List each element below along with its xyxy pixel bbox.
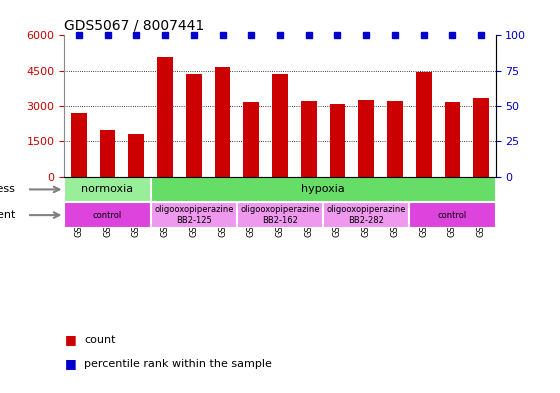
Bar [64, 176, 151, 202]
Text: percentile rank within the sample: percentile rank within the sample [84, 358, 272, 369]
Bar [186, 74, 202, 176]
Bar [100, 130, 115, 176]
Bar [445, 103, 460, 176]
Text: hypoxia: hypoxia [301, 184, 345, 195]
Bar [301, 101, 316, 176]
Bar [214, 67, 230, 176]
Text: ■: ■ [64, 357, 76, 370]
Text: stress: stress [0, 184, 16, 195]
Text: control: control [93, 211, 122, 220]
Text: oligooxopiperazine
BB2-125: oligooxopiperazine BB2-125 [154, 206, 234, 225]
Bar [64, 202, 151, 228]
Text: count: count [84, 335, 115, 345]
Bar [323, 202, 409, 228]
Bar [157, 57, 173, 176]
Bar [330, 104, 346, 176]
Bar [151, 176, 496, 202]
Text: control: control [438, 211, 467, 220]
Bar [71, 113, 87, 176]
Bar [387, 101, 403, 176]
Text: oligooxopiperazine
BB2-162: oligooxopiperazine BB2-162 [240, 206, 320, 225]
Bar [409, 202, 496, 228]
Bar [473, 98, 489, 176]
Bar [237, 202, 323, 228]
Text: ■: ■ [64, 333, 76, 347]
Text: normoxia: normoxia [81, 184, 134, 195]
Bar [151, 202, 237, 228]
Bar [272, 74, 288, 176]
Bar [416, 72, 432, 176]
Bar [128, 134, 144, 176]
Text: agent: agent [0, 210, 16, 220]
Bar [244, 103, 259, 176]
Text: GDS5067 / 8007441: GDS5067 / 8007441 [64, 19, 204, 33]
Bar [358, 100, 374, 176]
Text: oligooxopiperazine
BB2-282: oligooxopiperazine BB2-282 [326, 206, 406, 225]
